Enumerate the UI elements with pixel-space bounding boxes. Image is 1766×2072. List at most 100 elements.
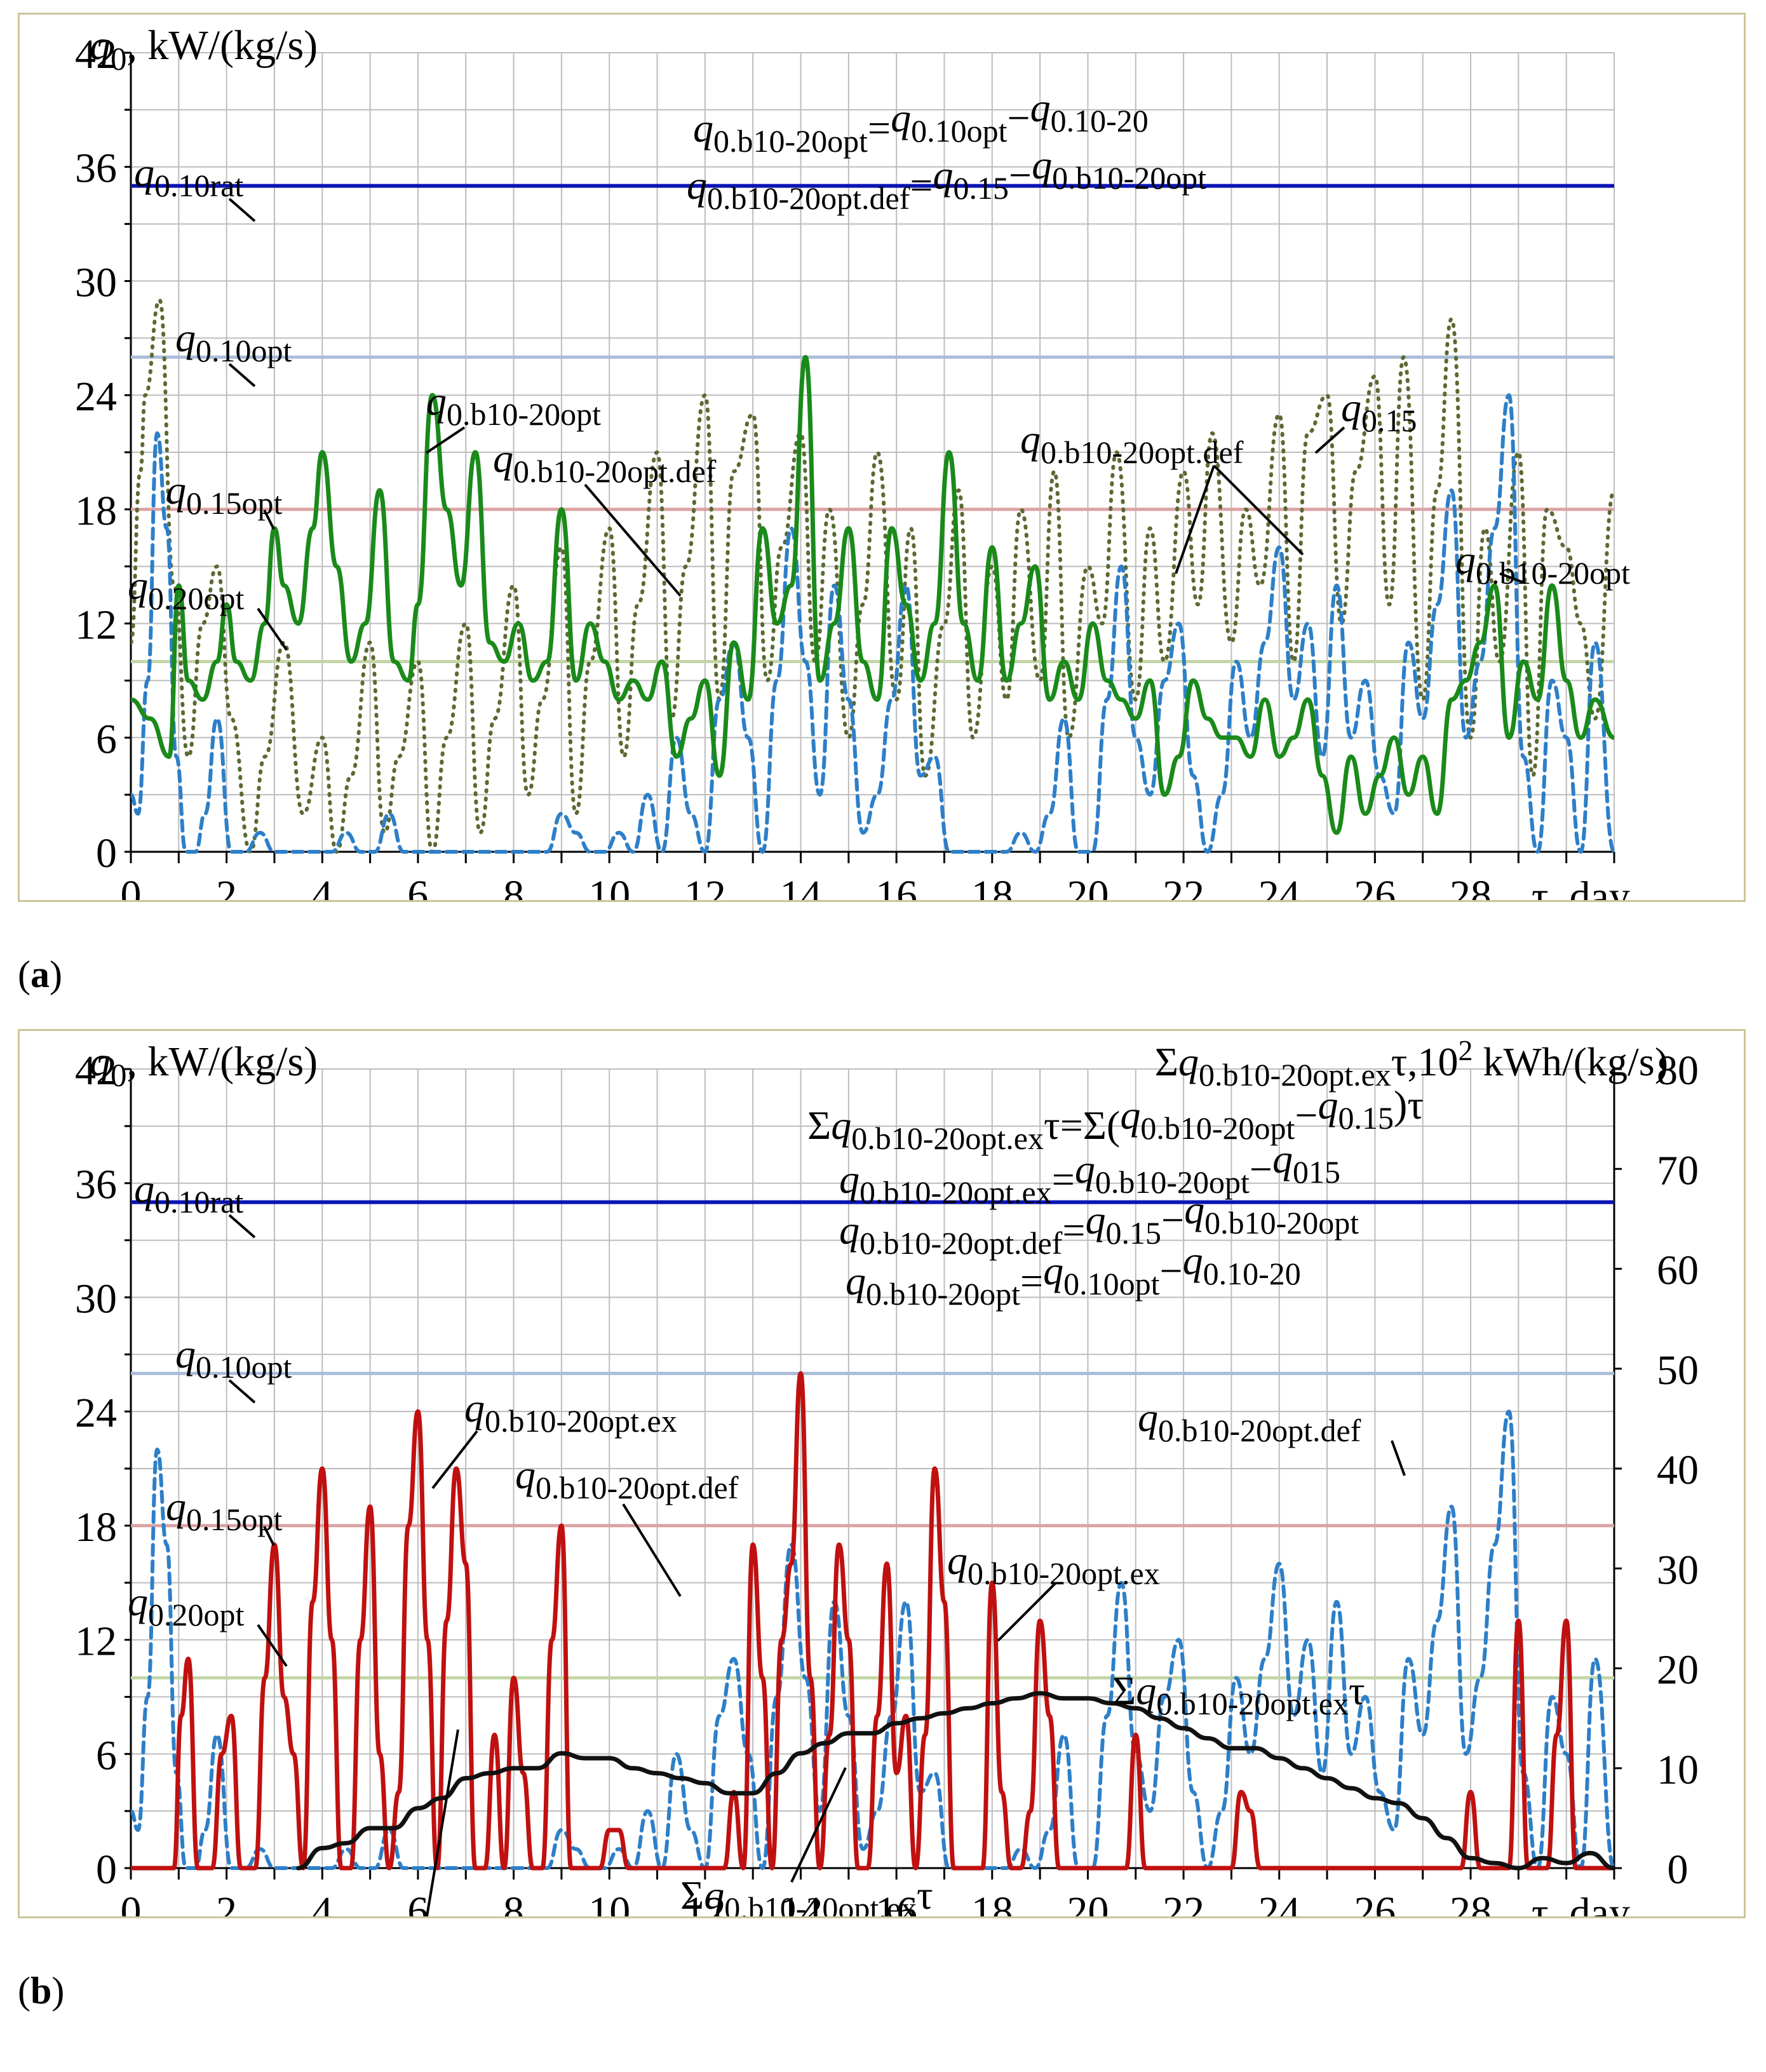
annotation-0-b10-20opt-sub: 0.b10-20opt <box>1476 555 1630 591</box>
leader-line <box>228 1214 256 1239</box>
x-tick-label: 16 <box>875 1888 917 1916</box>
annotation-0-b10-20opt-ex: Σq0.b10-20opt.exτ <box>1112 1668 1365 1721</box>
annotation-0-b10-20opt-def-sub: 0.b10-20opt.def <box>1158 1413 1361 1448</box>
y-axis-label-post: , kW/(kg/s) <box>127 1039 318 1085</box>
annotation-0-b10-20opt-ex-sub: 0.b10-20opt.ex <box>485 1403 677 1439</box>
series-group-b <box>131 1371 1614 1871</box>
y2-tick-label: 0 <box>1668 1847 1688 1893</box>
series-q0-b10-20opt <box>131 354 1614 835</box>
annotation-0-15-sym: q <box>1341 385 1361 430</box>
annotation-0-10rat-sub: 0.10rat <box>154 1184 243 1220</box>
annotation-0-b10-20opt-ex: q0.b10-20opt.ex <box>464 1385 677 1439</box>
formula-3-sym0: q <box>839 1208 859 1253</box>
panel-label-a-letter: a <box>30 953 50 995</box>
series-q0-b10-20opt-ex <box>131 1371 1614 1871</box>
annotation-0-b10-20opt-ex-sub: 0.b10-20opt.ex <box>724 1890 917 1916</box>
y2-tick-label: 80 <box>1657 1047 1699 1094</box>
x-tick-label: 4 <box>312 872 333 900</box>
formula-3-sym2: q <box>1184 1187 1204 1232</box>
formula-2-sym0: q <box>687 163 707 208</box>
formula-3-op0: = <box>1062 1208 1085 1253</box>
annotation-0-b10-20opt-ex: q0.b10-20opt.ex <box>947 1538 1160 1591</box>
series-group-a <box>131 298 1614 854</box>
leader-line <box>263 509 275 530</box>
y2-tick-label: 40 <box>1657 1447 1699 1493</box>
formula-1-sym0: q <box>831 1103 851 1148</box>
formula-1-op2: )τ <box>1394 1082 1424 1127</box>
formula-2-sub1: 0.b10-20opt <box>1095 1164 1250 1200</box>
y-tick-label: 0 <box>96 1847 117 1893</box>
x-tick-label: 18 <box>971 872 1013 900</box>
formula-1-sym0: q <box>693 105 713 151</box>
formula-2: q0.b10-20opt.ex=q0.b10-20opt−q015 <box>839 1136 1340 1210</box>
y-tick-label: 24 <box>75 1390 117 1436</box>
annotation-0-20opt-sub: 0.20opt <box>148 1597 245 1632</box>
leader-line <box>228 198 256 222</box>
y-axis-label-sub: 0 <box>111 42 127 77</box>
formula-3-sub1: 0.15 <box>1105 1215 1161 1251</box>
y2-label-sub: 0.b10-20opt.ex <box>1199 1057 1391 1093</box>
formula-2-op0: = <box>1052 1157 1075 1202</box>
y-tick-label: 6 <box>96 1732 117 1779</box>
annotation-0-b10-20opt-ex: Σq0.b10-20opt.exτ <box>680 1873 933 1916</box>
y-axis-label-post: , kW/(kg/s) <box>127 22 318 69</box>
x-axis-label: τ, day <box>1532 1890 1630 1916</box>
x-tick-label: 0 <box>121 1888 142 1916</box>
formula-1-sym2: q <box>1318 1082 1338 1127</box>
x-tick-label: 18 <box>971 1888 1013 1916</box>
x-tick-label: 14 <box>780 872 822 900</box>
annotation-0-b10-20opt-ex-sym: q <box>947 1538 967 1583</box>
x-axis-label: τ, day <box>1532 873 1630 900</box>
annotation-0-10rat: q0.10rat <box>134 150 243 203</box>
annotation-0-10rat-sub: 0.10rat <box>154 168 243 203</box>
x-tick-label: 2 <box>216 872 237 900</box>
y-axis-label: q0, kW/(kg/s) <box>90 1039 318 1094</box>
formula-1: q0.b10-20opt=q0.10opt−q0.10-20 <box>693 85 1149 159</box>
y-tick-label: 18 <box>75 488 117 534</box>
annotation-0-b10-20opt-ex-sub: 0.b10-20opt.ex <box>967 1556 1160 1591</box>
formula-2-op1: − <box>1250 1147 1272 1192</box>
leader-line <box>228 1379 256 1404</box>
formula-3: q0.b10-20opt.def=q0.15−q0.b10-20opt <box>839 1187 1359 1261</box>
formula-3-op1: − <box>1161 1197 1184 1242</box>
y2-tick-label: 50 <box>1657 1347 1699 1394</box>
annotation-0-b10-20opt-sym: q <box>426 379 447 424</box>
y-tick-label: 36 <box>75 1162 117 1208</box>
x-tick-label: 8 <box>503 1888 524 1916</box>
x-tick-label: 28 <box>1450 872 1492 900</box>
formula-4-sub1: 0.10opt <box>1063 1266 1160 1302</box>
leader-line <box>1175 465 1215 574</box>
series-q0-b10-20opt-def <box>131 393 1614 854</box>
x-tick-label: 24 <box>1258 1888 1300 1916</box>
formula-2-op0: = <box>910 163 933 208</box>
formula-2-sym2: q <box>1032 142 1052 187</box>
y-tick-label: 42 <box>75 31 117 77</box>
annotation-0-b10-20opt-ex-pre: Σ <box>1112 1668 1136 1713</box>
formula-1-sub2: 0.15 <box>1338 1100 1394 1136</box>
leader-line <box>257 607 288 651</box>
y2-label-sup: 2 <box>1459 1034 1473 1066</box>
series-q0-15 <box>131 298 1614 854</box>
chart-b-svg: 0 2 4 6 8 10 12 14 16 18 20 22 24 26 28061218243036420… <box>75 1034 1699 1916</box>
annotation-0-b10-20opt-ex-sym: q <box>1136 1668 1156 1713</box>
formula-4-sym2: q <box>1183 1238 1203 1283</box>
annotation-0-15-sub: 0.15 <box>1361 403 1417 438</box>
formula-2-sub2: 015 <box>1293 1154 1340 1190</box>
y-axis-label-sub: 0 <box>111 1058 127 1094</box>
annotation-0-b10-20opt-ex-sym: q <box>704 1873 724 1916</box>
formula-4-op0: = <box>1020 1258 1043 1303</box>
y-tick-label: 18 <box>75 1504 117 1551</box>
formula-1-sub2: 0.10-20 <box>1051 103 1149 138</box>
annotation-0-10opt-sym: q <box>175 1331 196 1376</box>
x-tick-label: 12 <box>684 872 726 900</box>
annotation-0-20opt-sub: 0.20opt <box>148 581 245 616</box>
y2-label-tail: kWh/(kg/s) <box>1473 1039 1669 1084</box>
annotation-0-15: q0.15 <box>1341 385 1417 438</box>
x-tick-label: 4 <box>312 1888 333 1916</box>
y-axis-label: q0, kW/(kg/s) <box>90 22 318 77</box>
x-tick-label: 6 <box>407 1888 428 1916</box>
formula-3-sub0: 0.b10-20opt.def <box>859 1225 1063 1261</box>
leader-line <box>790 1767 847 1883</box>
annotation-0-b10-20opt-ex-post: τ <box>1349 1668 1365 1713</box>
annotation-0-10opt-sub: 0.10opt <box>196 333 292 368</box>
